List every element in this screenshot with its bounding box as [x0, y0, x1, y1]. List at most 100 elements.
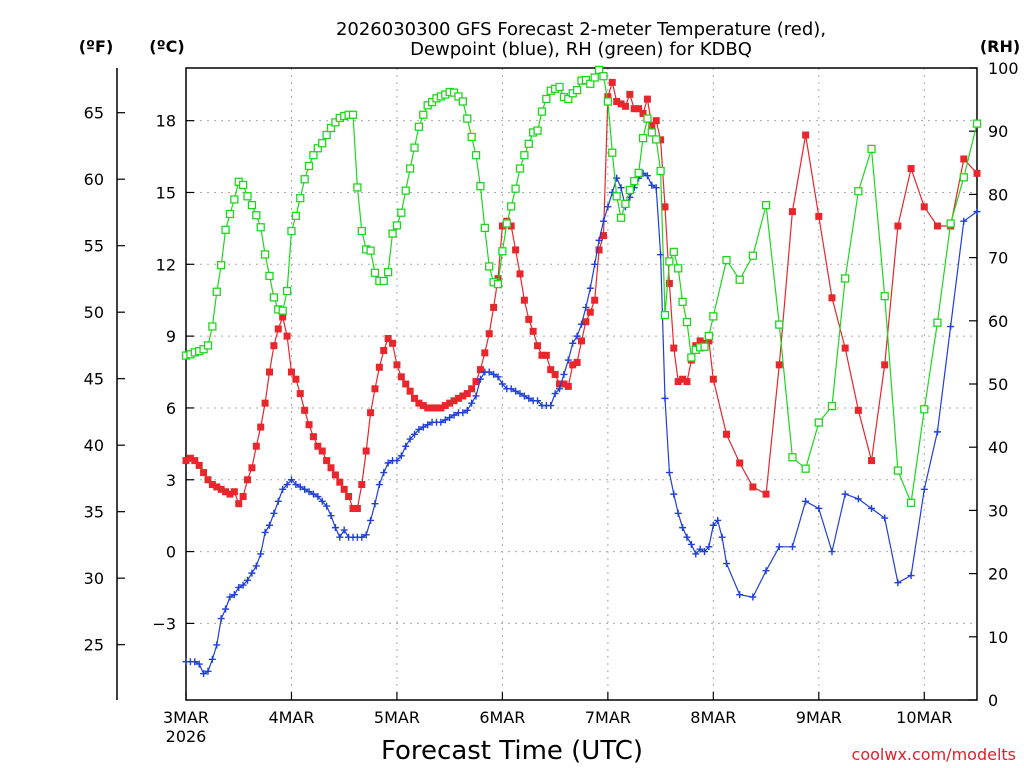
rh-point	[590, 73, 599, 82]
temperature-point	[217, 485, 225, 493]
dewpoint-point	[868, 504, 876, 512]
rh-point	[498, 247, 507, 256]
dewpoint-point	[367, 516, 375, 524]
grid-lines	[186, 68, 977, 700]
dewpoint-point	[569, 339, 577, 347]
dewpoint-point	[692, 550, 700, 558]
dewpoint-point	[617, 184, 625, 192]
rh-point	[572, 85, 582, 95]
temperature-point	[450, 397, 458, 405]
temperature-point	[538, 351, 546, 359]
dewpoint-point	[775, 543, 783, 551]
fahrenheit-unit-label: (ºF)	[79, 37, 114, 56]
temperature-point	[490, 303, 498, 311]
rh-point	[933, 318, 942, 327]
temperature-point	[472, 378, 480, 386]
temperature-point	[960, 155, 968, 163]
rh-point	[287, 226, 296, 236]
dewpoint-point	[933, 428, 941, 436]
dewpoint-point	[661, 394, 669, 402]
rh-point	[854, 187, 863, 196]
temperature-point	[353, 504, 361, 512]
rh-point	[533, 126, 542, 135]
rh-point	[463, 114, 472, 123]
temperature-point	[393, 361, 401, 369]
dewpoint-point	[331, 524, 339, 532]
temperature-point	[670, 344, 678, 352]
temperature-point	[723, 430, 731, 438]
celsius-axis: −3 0 3 6 9 12 15 18	[152, 112, 194, 633]
rh-point	[775, 320, 784, 329]
temperature-point	[534, 342, 542, 350]
temperature-point	[569, 361, 577, 369]
dewpoint-point	[239, 581, 247, 589]
rh-tick-label: 40	[988, 438, 1008, 457]
rh-point	[748, 251, 758, 260]
dewpoint-point	[406, 435, 414, 443]
rh-point	[331, 118, 340, 127]
rh-point	[212, 287, 221, 296]
dewpoint-point	[362, 531, 370, 539]
temperature-point	[604, 93, 612, 101]
dewpoint-point	[305, 488, 313, 496]
dewpoint-point	[854, 495, 862, 503]
fahrenheit-tick-label: 35	[84, 503, 104, 522]
fahrenheit-tick-label: 55	[84, 237, 104, 256]
dewpoint-point	[595, 236, 603, 244]
temperature-point	[182, 457, 190, 465]
dewpoint-point	[679, 524, 687, 532]
dewpoint-point	[687, 540, 695, 548]
rh-tick-label: 70	[988, 249, 1008, 268]
rh-point	[520, 151, 529, 160]
temperature-point	[402, 380, 410, 388]
dewpoint-point	[217, 615, 225, 623]
rh-point	[252, 211, 261, 220]
rh-point	[678, 297, 687, 306]
temperature-point	[665, 279, 673, 287]
rh-point	[564, 94, 573, 104]
dewpoint-point	[907, 572, 915, 580]
dewpoint-point	[586, 284, 594, 292]
temperature-point	[802, 131, 810, 139]
temperature-point	[283, 332, 291, 340]
temperature-point	[384, 335, 392, 343]
temperature-point	[437, 404, 445, 412]
dewpoint-point	[591, 260, 599, 268]
temperature-point	[389, 339, 397, 347]
rh-point	[537, 107, 547, 116]
temperature-point	[186, 454, 194, 462]
temperature-point	[468, 385, 476, 393]
temperature-point	[195, 461, 203, 469]
temperature-point	[652, 117, 660, 125]
temperature-point	[933, 222, 941, 230]
rh-point	[269, 293, 279, 302]
temperature-point	[788, 208, 796, 216]
temperature-point	[252, 442, 260, 450]
rh-point	[256, 223, 265, 232]
rh-point	[366, 246, 375, 255]
dewpoint-point	[802, 497, 810, 505]
rh-point	[515, 164, 525, 173]
rh-point	[414, 122, 424, 131]
rh-point	[230, 195, 239, 204]
rh-point	[841, 274, 850, 283]
temperature-point	[520, 296, 528, 304]
rh-point	[638, 134, 648, 143]
dewpoint-point	[437, 418, 445, 426]
dewpoint-point	[534, 397, 542, 405]
rh-point	[959, 173, 968, 182]
temperature-point	[608, 78, 616, 86]
dewpoint-point	[815, 504, 823, 512]
temperature-point	[274, 325, 282, 333]
temperature-point	[841, 344, 849, 352]
rh-point	[867, 144, 876, 154]
celsius-tick-label: 6	[166, 399, 176, 418]
fahrenheit-axis: 25 30 35 40 45 50 55 60 65	[84, 104, 125, 655]
temperature-point	[419, 402, 427, 410]
temperature-point	[292, 375, 300, 383]
dewpoint-point	[226, 593, 234, 601]
rh-point	[700, 342, 709, 351]
temperature-point	[679, 375, 687, 383]
fahrenheit-tick-label: 45	[84, 370, 104, 389]
